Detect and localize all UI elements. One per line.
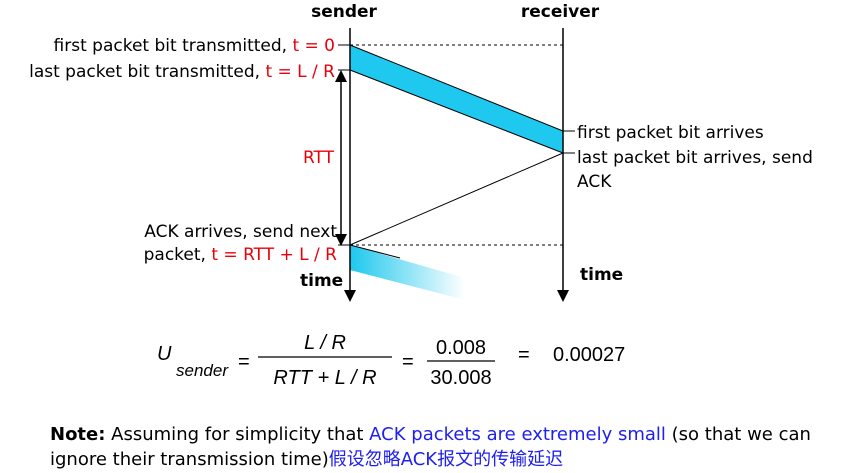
- formula-value-numerator: 0.008: [436, 337, 486, 359]
- formula-equals-2: =: [402, 351, 414, 373]
- first-packet-band: [349, 44, 564, 154]
- last-bit-arrives-label-line2: ACK: [577, 172, 612, 192]
- formula-lhs-subscript: sender: [176, 361, 229, 380]
- rtt-label: RTT: [303, 148, 335, 168]
- receiver-column-label: receiver: [521, 2, 600, 22]
- second-packet-band: [350, 245, 465, 300]
- last-bit-arrives-label-line1: last packet bit arrives, send: [577, 148, 813, 168]
- note-chinese: 假设忽略ACK报文的传输延迟: [328, 449, 564, 470]
- second-packet-edge-top: [349, 244, 401, 259]
- first-bit-transmitted-label: first packet bit transmitted, t = 0: [54, 36, 335, 56]
- note-paragraph: Note: Assuming for simplicity that ACK p…: [50, 422, 840, 472]
- receiver-time-label: time: [580, 265, 623, 285]
- formula-equals-1: =: [238, 351, 250, 373]
- note-highlight: ACK packets are extremely small: [369, 424, 666, 445]
- sender-time-label: time: [300, 271, 343, 291]
- note-text-after: (so that we can ignore their transmissio…: [50, 424, 811, 470]
- note-text-before: Assuming for simplicity that: [105, 424, 370, 445]
- ack-arrives-label-line2: packet, t = RTT + L / R: [144, 245, 338, 265]
- ack-arrives-label-line1: ACK arrives, send next: [144, 222, 337, 242]
- last-bit-transmitted-label: last packet bit transmitted, t = L / R: [29, 62, 335, 82]
- formula-result: 0.00027: [553, 344, 625, 366]
- sender-column-label: sender: [311, 2, 377, 22]
- note-label: Note:: [50, 424, 106, 445]
- first-bit-arrives-label: first packet bit arrives: [577, 123, 764, 143]
- formula-value-denominator: 30.008: [430, 367, 491, 389]
- formula-denominator: RTT + L / R: [273, 367, 376, 389]
- formula-lhs-symbol: U: [157, 343, 172, 365]
- ack-line: [349, 152, 564, 246]
- formula-numerator: L / R: [304, 332, 346, 354]
- formula-equals-3: =: [518, 344, 530, 366]
